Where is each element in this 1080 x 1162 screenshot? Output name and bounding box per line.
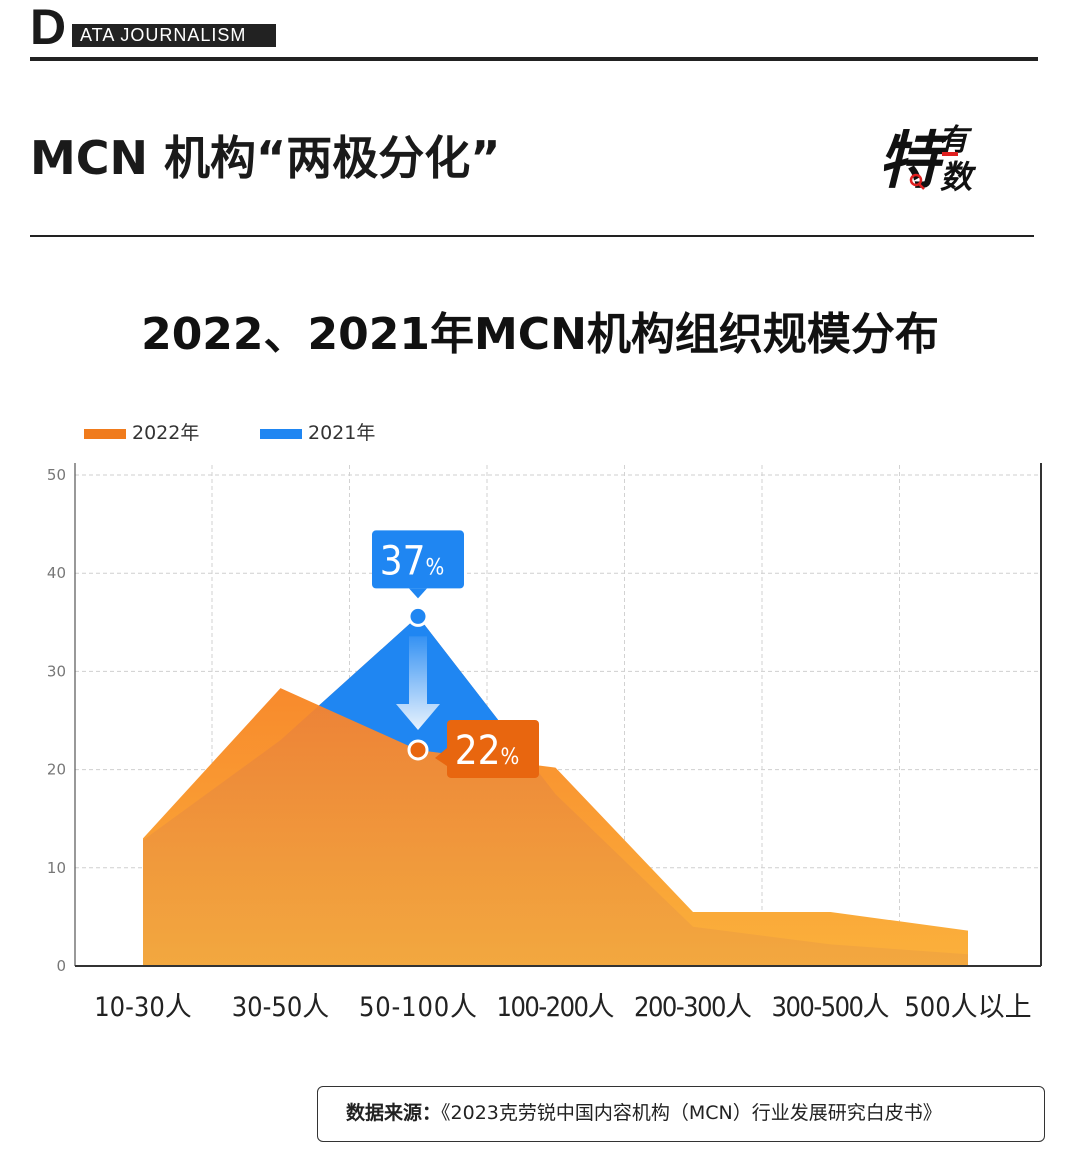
change-arrow-icon	[396, 636, 440, 730]
legend-swatch-2021	[260, 428, 302, 439]
callout-tail	[435, 747, 447, 766]
callout-value: 22	[455, 728, 501, 774]
highlight-point-2021	[407, 605, 429, 627]
legend-label-2022: 2022年	[132, 422, 200, 444]
legend-item-2022: 2022年	[84, 420, 199, 446]
legend-item-2021: 2021年	[260, 420, 375, 446]
y-tick-label: 30	[47, 662, 66, 680]
legend-swatch-2022	[84, 428, 126, 439]
callout-unit: %	[500, 745, 519, 770]
x-tick-label: 200-300人	[634, 992, 752, 1023]
y-tick-label: 20	[47, 761, 66, 779]
y-tick-label: 0	[56, 957, 66, 975]
brand-badge-icon: 特 有 数	[878, 123, 977, 197]
highlight-point-2022	[407, 739, 429, 761]
logo-letter: D	[30, 0, 67, 55]
y-tick-label: 50	[47, 466, 66, 484]
top-divider	[30, 57, 1038, 61]
legend-label-2021: 2021年	[308, 422, 376, 444]
section-divider	[30, 235, 1034, 237]
area-chart: 0 10 20 30 40 50 10-30人 30-50人 50-100人 100-200人 20…	[47, 463, 1042, 1023]
y-tick-label: 10	[47, 859, 66, 877]
source-box: 数据来源：《2023克劳锐中国内容机构（MCN）行业发展研究白皮书》	[317, 1086, 1045, 1142]
callout-box	[372, 530, 464, 589]
callout-label: 22%	[455, 728, 520, 774]
chart-title: 2022、2021年MCN机构组织规模分布	[141, 309, 939, 360]
brand-name: ATA JOURNALISM	[72, 24, 276, 47]
callout-value: 37	[380, 538, 426, 584]
y-tick-label: 40	[47, 564, 66, 582]
callout-unit: %	[425, 555, 444, 580]
callout-2022: 22%	[435, 719, 539, 778]
callout-2021: 37%	[372, 530, 464, 599]
source-text: 《2023克劳锐中国内容机构（MCN）行业发展研究白皮书》	[441, 1102, 942, 1124]
x-tick-label: 30-50人	[232, 992, 330, 1023]
callout-tail	[409, 588, 427, 599]
x-tick-label: 300-500人	[772, 992, 890, 1023]
page-title: MCN 机构“两极分化”	[30, 131, 501, 185]
source-label: 数据来源：	[346, 1102, 442, 1124]
x-tick-label: 10-30人	[94, 992, 192, 1023]
badge-char-bottom: 数	[940, 158, 977, 196]
callout-box	[447, 719, 539, 778]
callout-label: 37%	[380, 538, 445, 584]
x-tick-label: 50-100人	[359, 992, 477, 1023]
x-tick-label: 100-200人	[497, 992, 615, 1023]
x-tick-label: 500人以上	[904, 992, 1031, 1023]
